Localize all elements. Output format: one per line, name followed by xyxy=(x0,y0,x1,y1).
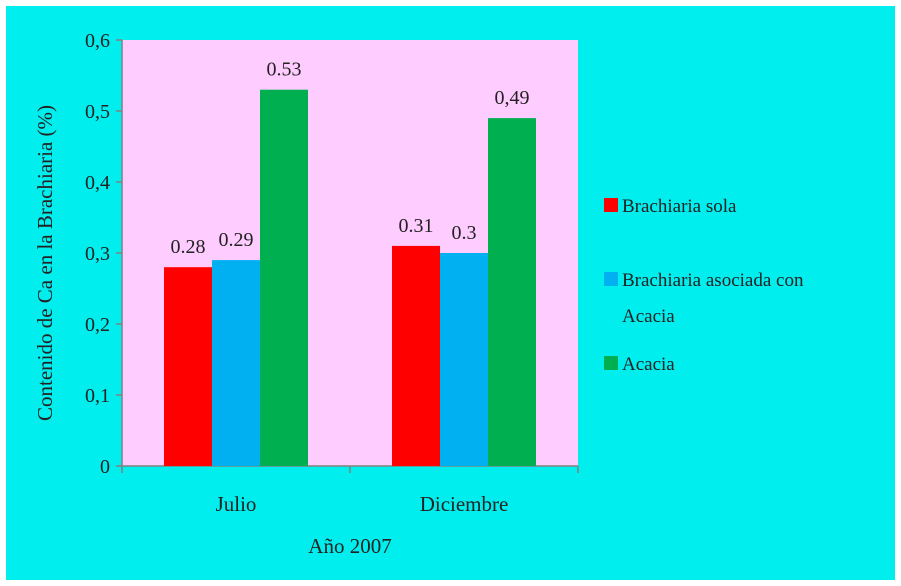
x-axis-label: Año 2007 xyxy=(308,534,391,558)
legend-swatch xyxy=(604,272,618,286)
y-tick-label: 0,4 xyxy=(85,172,110,194)
legend-entry: Brachiaria sola xyxy=(622,196,737,217)
bar xyxy=(392,245,440,466)
data-label: 0.31 xyxy=(399,215,434,237)
data-label: 0,49 xyxy=(495,87,530,109)
y-axis-label: Contenido de Ca en la Brachiaria (%) xyxy=(33,105,57,421)
data-label: 0.53 xyxy=(267,59,302,81)
legend-swatch xyxy=(604,198,618,212)
x-tick-label: Diciembre xyxy=(420,492,509,516)
bar xyxy=(212,260,260,466)
y-tick-label: 0,1 xyxy=(85,385,110,407)
y-tick-label: 0,2 xyxy=(85,314,110,336)
x-tick-label: Julio xyxy=(216,492,257,516)
legend: Brachiaria sola Brachiaria asociada con Ac… xyxy=(604,196,804,375)
bar xyxy=(440,253,488,466)
data-label: 0.29 xyxy=(219,229,254,251)
legend-entry: Acacia xyxy=(622,354,675,375)
legend-entry: Acacia xyxy=(622,306,675,327)
data-label: 0.28 xyxy=(171,236,206,258)
bar xyxy=(488,118,536,466)
y-tick-label: 0,6 xyxy=(85,30,110,52)
legend-swatch xyxy=(604,356,618,370)
bar xyxy=(260,89,308,466)
y-tick-label: 0 xyxy=(100,456,110,478)
y-tick-label: 0,3 xyxy=(85,243,110,265)
bars xyxy=(164,89,536,466)
legend-entry: Brachiaria asociada con xyxy=(622,270,804,291)
y-tick-label: 0,5 xyxy=(85,101,110,123)
data-label: 0.3 xyxy=(452,222,477,244)
data-labels: 0.28 0.29 0.53 0.31 0.3 0,49 xyxy=(171,59,530,259)
bar xyxy=(164,267,212,466)
